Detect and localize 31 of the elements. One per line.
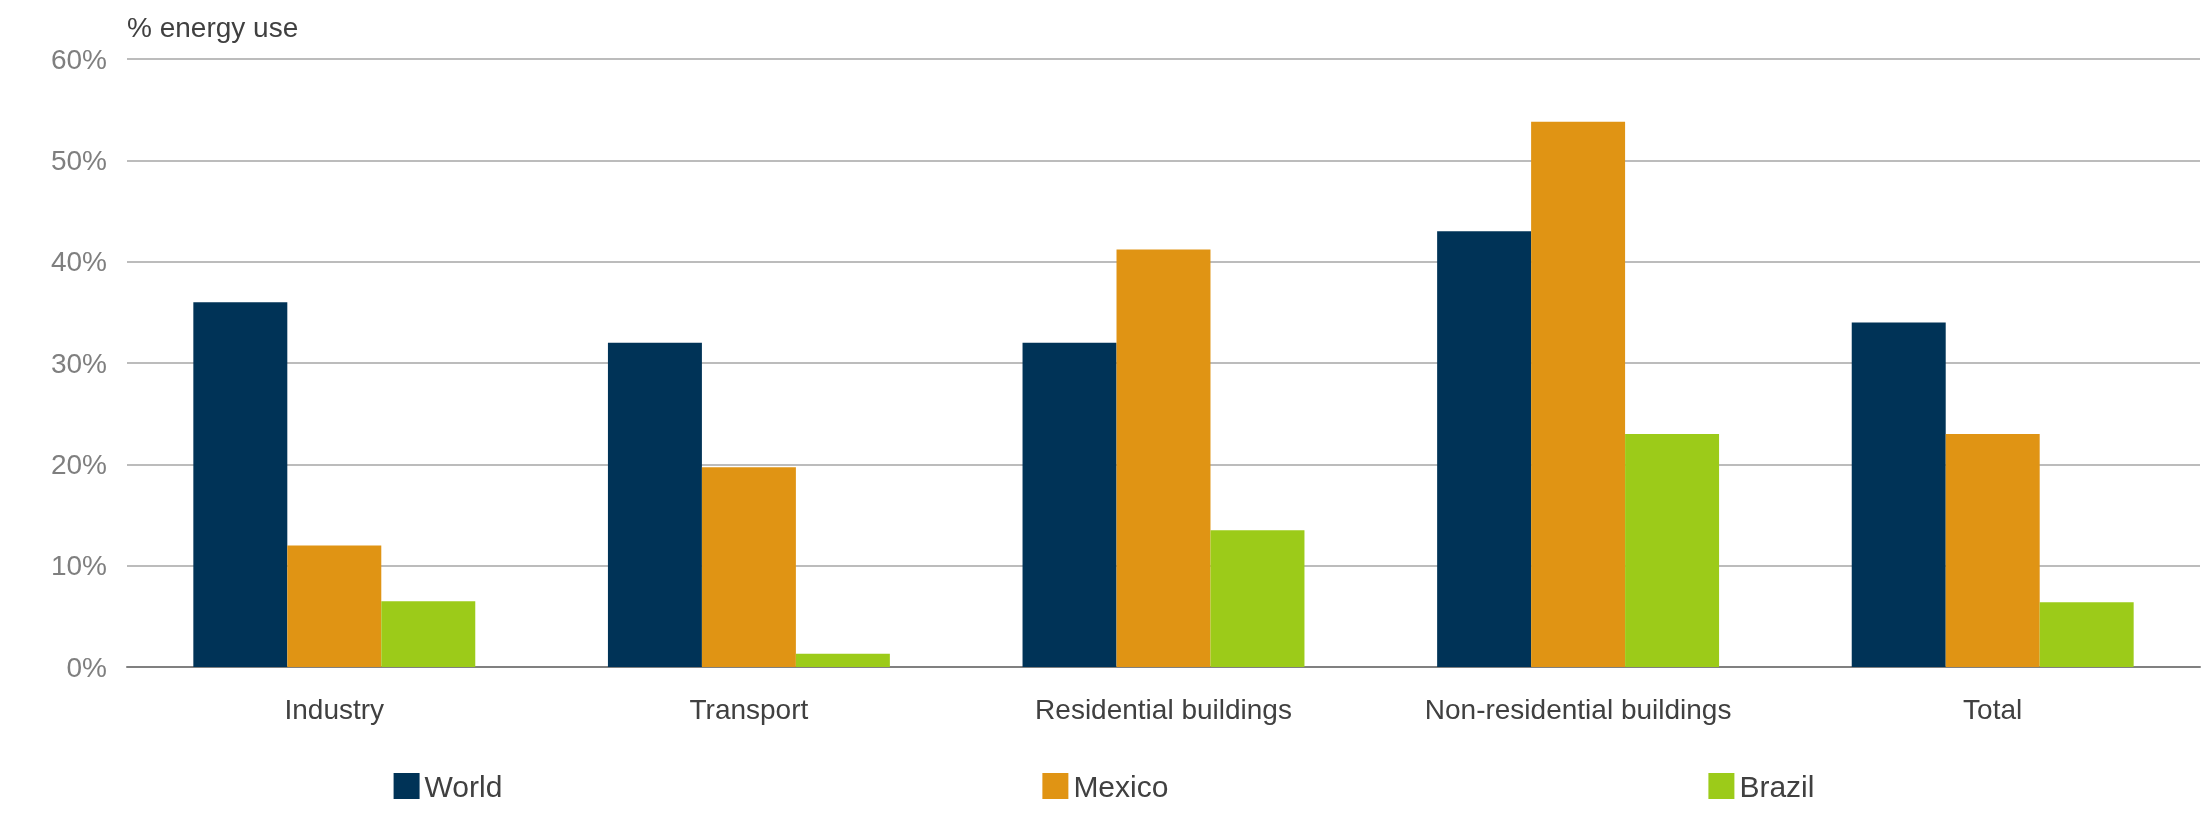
x-tick-label: Total	[1963, 693, 2023, 725]
y-tick-label: 30%	[50, 347, 107, 379]
bar	[287, 545, 382, 667]
y-tick-label: 0%	[66, 651, 107, 683]
bar	[1945, 433, 2040, 667]
y-tick-label: 60%	[50, 43, 107, 75]
bar	[2039, 602, 2134, 667]
bar	[1116, 249, 1211, 667]
y-axis-title: % energy use	[127, 11, 299, 43]
x-tick-label: Residential buildings	[1035, 693, 1292, 725]
x-tick-label: Non-residential buildings	[1424, 693, 1732, 725]
x-tick-label: Industry	[284, 693, 385, 725]
bar	[381, 601, 476, 667]
legend-label: World	[424, 769, 503, 803]
y-tick-label: 50%	[50, 144, 107, 176]
y-tick-label: 10%	[50, 550, 107, 582]
bar	[1531, 121, 1626, 667]
bar	[607, 342, 702, 667]
y-tick-label: 20%	[50, 448, 107, 480]
x-tick-label: Transport	[689, 693, 809, 725]
y-tick-label: 40%	[50, 246, 107, 278]
bar	[701, 467, 796, 667]
bar	[795, 653, 890, 667]
bar	[1625, 433, 1720, 667]
bar	[1851, 322, 1946, 667]
legend-label: Mexico	[1073, 769, 1169, 803]
bar	[1210, 530, 1305, 667]
bar	[1022, 342, 1117, 667]
bar	[1437, 231, 1532, 667]
bar	[193, 302, 288, 667]
legend-label: Brazil	[1739, 769, 1815, 803]
